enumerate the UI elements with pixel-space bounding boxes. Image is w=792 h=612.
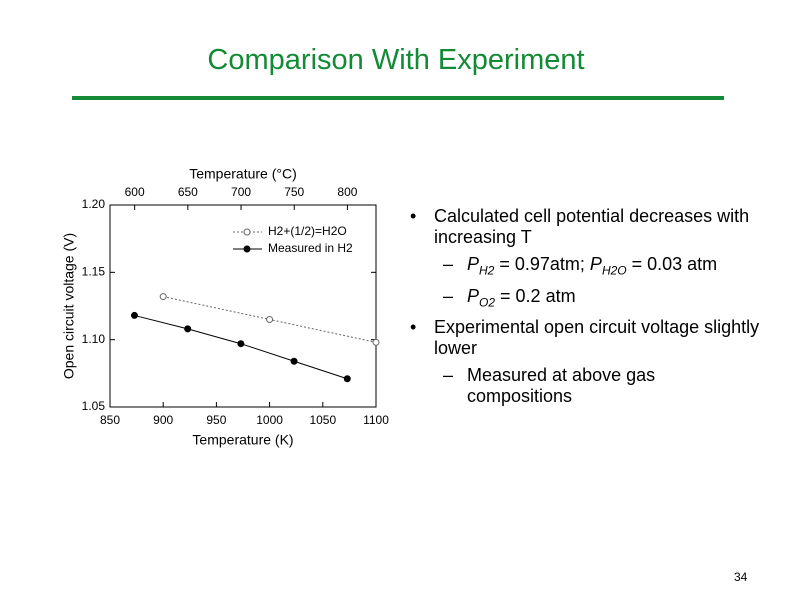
y-tick-label: 1.05 (82, 399, 106, 413)
plot-frame (109, 204, 377, 408)
x-tick-label: 900 (153, 413, 173, 427)
x2-tick-label: 750 (284, 185, 304, 199)
x-tick-label: 950 (206, 413, 226, 427)
chart: 850 900 950 1000 1050 1100 600 650 700 750 800 1.05… (61, 166, 390, 448)
data-point (266, 315, 274, 323)
x2-axis-label: Temperature (°C) (189, 166, 297, 182)
bullet: Experimental open circuit voltage slight… (410, 317, 760, 359)
legend-label: Measured in H2 (268, 241, 353, 255)
y-tick-label: 1.15 (82, 265, 106, 279)
x-tick-label: 1050 (309, 413, 336, 427)
x2-tick-label: 700 (231, 185, 251, 199)
x2-tick-label: 650 (178, 185, 198, 199)
data-point (343, 375, 351, 383)
y-axis-label: Open circuit voltage (V) (61, 233, 77, 379)
text: = 0.03 atm (626, 254, 718, 274)
x2-tick-label: 600 (125, 185, 145, 199)
x-axis-label: Temperature (K) (192, 432, 293, 448)
text: = 0.97atm; (494, 254, 590, 274)
x-tick-label: 1100 (363, 413, 389, 427)
y-tick-label: 1.10 (82, 332, 106, 346)
data-point (159, 293, 167, 301)
subscript: H2O (601, 263, 627, 278)
slide-title: Comparison With Experiment (207, 44, 585, 76)
text: P (589, 254, 602, 274)
data-point (237, 340, 245, 348)
page-number: 34 (734, 570, 748, 584)
data-point (130, 311, 138, 319)
sub-bullet: PH2 = 0.97atm; PH2O = 0.03 atm (410, 254, 760, 282)
subscript: H2 (479, 263, 495, 278)
text: P (467, 285, 480, 306)
legend-label: H2+(1/2)=H2O (268, 224, 347, 238)
legend-marker (243, 228, 251, 236)
bullet-list: Calculated cell potential decreases with… (410, 206, 760, 411)
legend-marker (243, 245, 251, 253)
bullet: Calculated cell potential decreases with… (410, 206, 760, 248)
text: P (467, 254, 480, 274)
subscript: O2 (479, 295, 496, 310)
data-point (184, 325, 192, 333)
title-rule (72, 96, 724, 100)
sub-bullet: Measured at above gas compositions (410, 365, 760, 407)
text: = 0.2 atm (495, 285, 576, 306)
y-tick-label: 1.20 (82, 197, 106, 211)
data-point (372, 338, 380, 346)
data-point (290, 357, 298, 365)
x-tick-label: 850 (100, 413, 120, 427)
x-tick-label: 1000 (256, 413, 283, 427)
sub-bullet: PO2 = 0.2 atm (410, 286, 760, 314)
x2-tick-label: 800 (337, 185, 357, 199)
